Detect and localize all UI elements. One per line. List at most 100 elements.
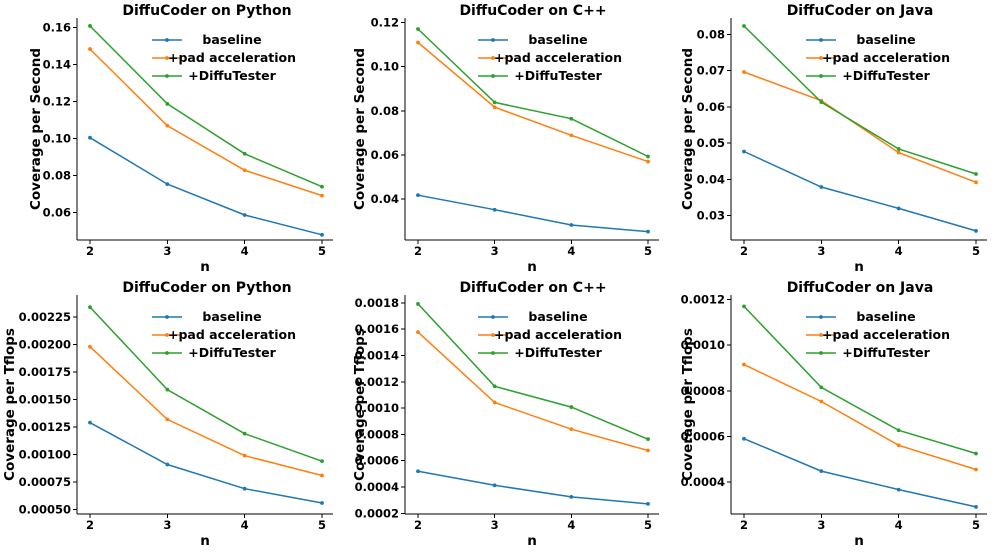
data-point <box>819 100 824 105</box>
data-point <box>492 384 497 389</box>
legend: baseline +pad acceleration +DiffuTester <box>478 309 622 360</box>
data-point <box>896 487 901 492</box>
y-tick-label: 0.0002 <box>355 506 399 520</box>
data-point <box>569 495 574 499</box>
x-tick-label: 2 <box>740 244 748 258</box>
y-tick-label: 0.0004 <box>681 475 725 489</box>
x-tick-label: 2 <box>740 518 748 532</box>
legend-marker <box>819 56 823 60</box>
x-tick-label: 3 <box>163 244 171 258</box>
chart-title: DiffuCoder on Python <box>122 3 291 19</box>
data-point <box>165 182 170 187</box>
x-tick-label: 4 <box>241 518 249 532</box>
legend: baseline +pad acceleration +DiffuTester <box>806 309 950 360</box>
data-point <box>242 486 247 491</box>
data-point <box>88 47 92 51</box>
data-point <box>646 501 650 506</box>
y-tick-label: 0.05 <box>697 136 725 150</box>
data-point <box>165 417 170 422</box>
series-1 <box>742 149 978 233</box>
data-point <box>569 116 574 121</box>
data-point <box>896 443 901 448</box>
legend-marker <box>819 74 823 78</box>
legend-label: baseline <box>856 309 915 324</box>
data-point <box>896 147 901 151</box>
data-point <box>165 101 170 106</box>
y-tick-label: 0.00100 <box>19 448 71 462</box>
y-tick-label: 0.12 <box>371 15 399 29</box>
x-tick-label: 2 <box>86 518 94 532</box>
series-2 <box>742 362 978 472</box>
y-axis-label: Coverage per Tflops <box>2 328 18 481</box>
x-axis-label: n <box>854 533 864 549</box>
series-line <box>417 470 649 505</box>
y-tick-label: 0.00075 <box>19 475 71 489</box>
data-point <box>974 180 978 185</box>
data-point <box>974 172 978 176</box>
series-line <box>743 305 977 455</box>
y-tick-label: 0.14 <box>43 57 71 71</box>
y-tick-label: 0.00175 <box>19 365 71 379</box>
data-point <box>416 193 420 198</box>
data-point <box>974 505 978 509</box>
legend-label: baseline <box>856 32 915 47</box>
y-tick-label: 0.16 <box>43 20 71 34</box>
y-axis-label: Coverage per Second <box>352 48 368 210</box>
y-tick-label: 0.08 <box>43 168 71 182</box>
y-tick-label: 0.00150 <box>19 393 71 407</box>
x-tick-label: 4 <box>895 518 903 532</box>
series-line <box>417 303 649 440</box>
x-axis-label: n <box>527 533 537 549</box>
x-tick-label: 4 <box>567 518 575 532</box>
series-line <box>417 41 649 163</box>
data-point <box>320 193 324 198</box>
data-point <box>416 469 420 474</box>
x-tick-label: 5 <box>972 244 980 258</box>
data-point <box>896 206 901 211</box>
data-point <box>88 420 92 425</box>
series-3 <box>742 304 978 456</box>
data-point <box>242 151 247 156</box>
data-point <box>416 27 420 31</box>
series-2 <box>416 330 650 453</box>
series-1 <box>88 135 324 237</box>
y-tick-label: 0.04 <box>697 172 725 186</box>
data-point <box>742 304 746 309</box>
x-tick-label: 4 <box>241 244 249 258</box>
data-point <box>646 229 650 234</box>
data-point <box>742 70 746 74</box>
legend-label: +DiffuTester <box>514 68 602 83</box>
series-line <box>743 363 977 471</box>
y-tick-label: 0.0004 <box>355 480 399 494</box>
data-point <box>320 501 324 505</box>
legend: baseline +pad acceleration +DiffuTester <box>152 32 296 83</box>
x-tick-label: 2 <box>414 518 422 532</box>
legend-label: +pad acceleration <box>494 50 622 65</box>
data-point <box>88 344 92 349</box>
data-point <box>242 168 247 173</box>
legend: baseline +pad acceleration +DiffuTester <box>152 309 296 360</box>
y-tick-label: 0.06 <box>43 205 71 219</box>
series-3 <box>416 302 650 442</box>
series-line <box>743 71 977 184</box>
series-line <box>743 438 977 508</box>
series-line <box>89 48 323 197</box>
y-tick-label: 0.07 <box>697 64 725 78</box>
y-tick-label: 0.0016 <box>355 322 399 336</box>
data-point <box>88 305 92 310</box>
legend-label: +pad acceleration <box>494 327 622 342</box>
data-point <box>320 473 324 478</box>
y-axis-label: Coverage per Second <box>28 48 44 210</box>
chart-title: DiffuCoder on Java <box>787 3 934 19</box>
legend-label: baseline <box>528 32 587 47</box>
legend-label: +DiffuTester <box>188 68 276 83</box>
series-line <box>89 25 323 188</box>
data-point <box>646 437 650 442</box>
legend-label: +DiffuTester <box>514 345 602 360</box>
data-point <box>492 207 497 212</box>
legend-marker <box>165 56 169 60</box>
legend-label: baseline <box>202 32 261 47</box>
data-point <box>742 436 746 441</box>
data-point <box>492 400 497 405</box>
